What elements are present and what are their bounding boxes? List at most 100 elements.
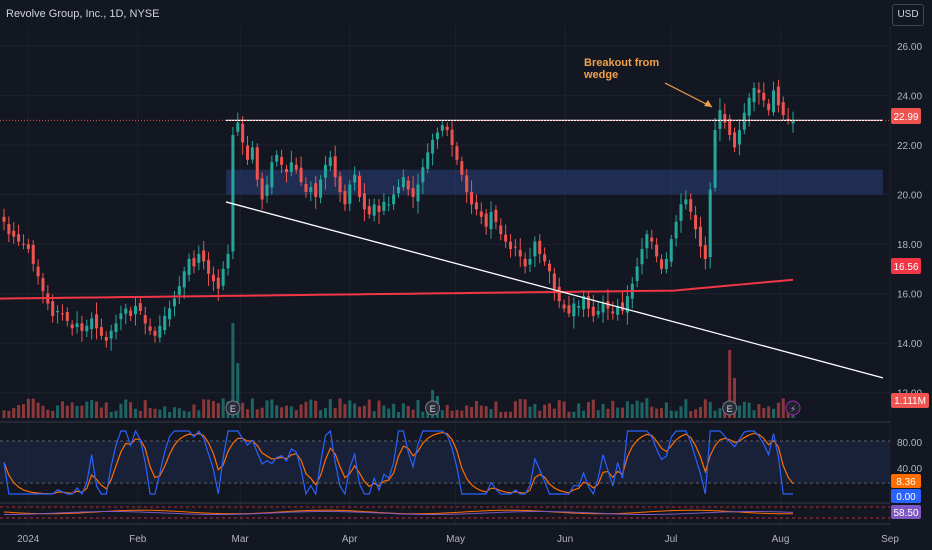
price-tick-label: 18.00 bbox=[897, 240, 922, 251]
candle-body bbox=[143, 315, 147, 324]
candle-body bbox=[231, 135, 235, 252]
volume-bar bbox=[733, 378, 737, 418]
volume-bar bbox=[197, 410, 201, 418]
candle-body bbox=[60, 313, 64, 315]
volume-bar bbox=[596, 410, 600, 418]
volume-bar bbox=[470, 406, 474, 418]
volume-bar bbox=[138, 410, 142, 418]
moving-average-line bbox=[0, 278, 794, 300]
volume-bar bbox=[158, 409, 162, 418]
volume-bar bbox=[772, 408, 776, 418]
volume-bar bbox=[572, 411, 576, 418]
lightning-icon[interactable] bbox=[785, 400, 801, 416]
volume-bar bbox=[265, 400, 269, 418]
candle-body bbox=[70, 324, 74, 329]
candle-body bbox=[119, 313, 123, 320]
candle-body bbox=[684, 199, 688, 205]
volume-bar bbox=[309, 399, 313, 418]
candle-body bbox=[21, 243, 25, 245]
volume-bar bbox=[343, 404, 347, 418]
candle-body bbox=[421, 167, 425, 183]
volume-bar bbox=[2, 410, 6, 418]
candle-body bbox=[323, 164, 327, 178]
candle-body bbox=[31, 244, 35, 264]
earnings-marker[interactable] bbox=[425, 400, 441, 416]
volume-bar bbox=[328, 399, 332, 418]
volume-bar bbox=[781, 398, 785, 418]
volume-bar bbox=[445, 405, 449, 418]
currency-button[interactable]: USD bbox=[892, 4, 924, 26]
candle-body bbox=[772, 90, 776, 113]
candle-body bbox=[616, 306, 620, 315]
candle-body bbox=[75, 323, 79, 328]
candle-body bbox=[499, 225, 503, 235]
candle-body bbox=[694, 215, 698, 230]
candle-body bbox=[294, 164, 298, 170]
annotation-arrowhead bbox=[704, 100, 712, 107]
candle-body bbox=[484, 213, 488, 227]
volume-bar bbox=[314, 400, 318, 418]
volume-bar bbox=[713, 410, 717, 418]
volume-bar bbox=[280, 407, 284, 418]
candle-body bbox=[216, 277, 220, 289]
candle-body bbox=[659, 259, 664, 269]
candle-body bbox=[440, 125, 444, 131]
volume-bar bbox=[236, 363, 240, 418]
volume-bar bbox=[153, 408, 157, 418]
candle-body bbox=[586, 296, 590, 309]
volume-bar bbox=[284, 405, 288, 418]
volume-bar bbox=[338, 398, 342, 418]
candle-body bbox=[2, 216, 6, 222]
volume-bar bbox=[275, 405, 279, 418]
volume-bar bbox=[377, 400, 381, 418]
candle-body bbox=[645, 234, 649, 249]
volume-bar bbox=[552, 408, 556, 418]
volume-bar bbox=[762, 407, 766, 418]
earnings-marker[interactable] bbox=[225, 400, 241, 416]
candle-body bbox=[51, 301, 55, 316]
volume-bar bbox=[348, 400, 352, 418]
volume-bar bbox=[90, 399, 94, 418]
svg-text:1.111M: 1.111M bbox=[894, 396, 926, 407]
last-price-tag: 22.99 bbox=[891, 108, 921, 124]
svg-text:22.99: 22.99 bbox=[893, 112, 918, 123]
candle-body bbox=[211, 274, 215, 282]
candle-body bbox=[343, 191, 347, 205]
candle-body bbox=[611, 311, 615, 314]
candle-body bbox=[207, 259, 211, 274]
price-tick-label: 20.00 bbox=[897, 191, 922, 202]
volume-bar bbox=[36, 402, 40, 418]
candle-body bbox=[791, 120, 795, 124]
candle-body bbox=[767, 103, 771, 111]
volume-bar bbox=[211, 400, 215, 418]
time-tick-label: Apr bbox=[342, 534, 358, 545]
candle-body bbox=[41, 278, 45, 292]
price-tick-label: 14.00 bbox=[897, 339, 922, 350]
volume-bar bbox=[616, 407, 620, 418]
candle-body bbox=[786, 118, 790, 121]
candle-body bbox=[528, 258, 532, 265]
time-axis[interactable]: 2024 Feb Mar Apr May Jun Jul Aug Sep bbox=[17, 534, 899, 545]
candle-body bbox=[377, 205, 381, 212]
candle-body bbox=[148, 326, 152, 331]
earnings-marker[interactable] bbox=[722, 400, 738, 416]
candle-body bbox=[465, 175, 469, 193]
candle-body bbox=[635, 266, 639, 281]
volume-bar bbox=[767, 406, 771, 418]
volume-bar bbox=[416, 400, 420, 418]
volume-bar bbox=[747, 402, 751, 418]
candle-body bbox=[781, 102, 785, 116]
candle-body bbox=[708, 189, 712, 258]
candle-body bbox=[241, 123, 245, 143]
candle-body bbox=[470, 191, 474, 205]
volume-bar bbox=[533, 403, 537, 418]
candle-body bbox=[12, 230, 16, 237]
annotation-line-2: wedge bbox=[584, 69, 619, 81]
volume-bar bbox=[387, 408, 391, 418]
wedge-lower-line[interactable] bbox=[225, 201, 884, 379]
volume-bar bbox=[246, 409, 250, 418]
candle-body bbox=[289, 162, 293, 172]
